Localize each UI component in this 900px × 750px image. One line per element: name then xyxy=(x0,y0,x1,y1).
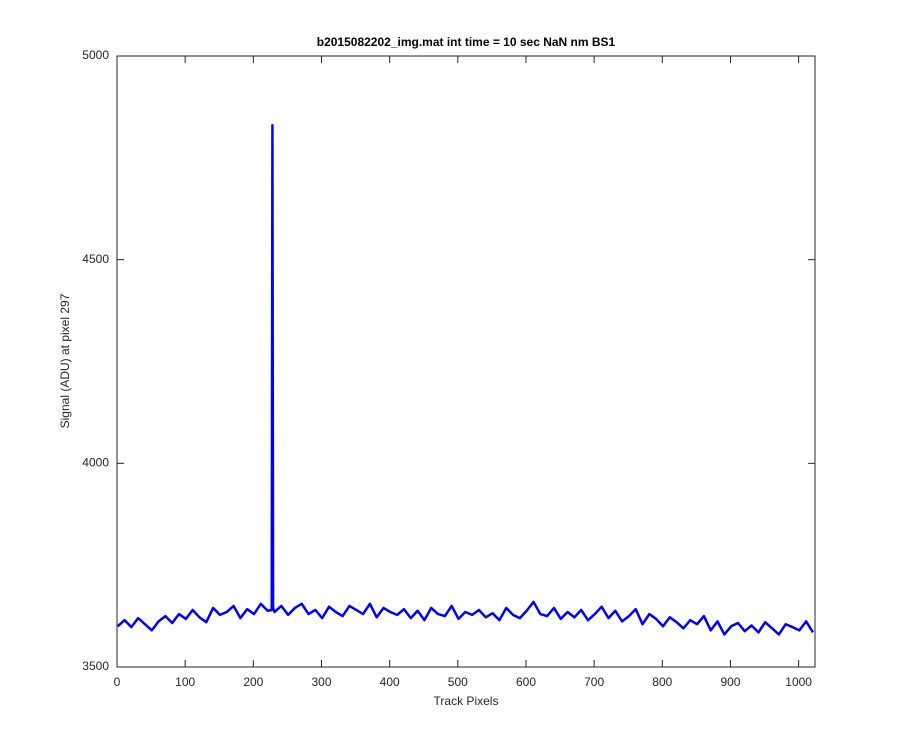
y-tick-label: 3500 xyxy=(82,659,109,673)
x-tick-label: 600 xyxy=(516,675,536,689)
x-tick-label: 200 xyxy=(243,675,263,689)
x-tick-label: 1000 xyxy=(785,675,812,689)
x-tick-label: 300 xyxy=(311,675,331,689)
x-tick-label: 100 xyxy=(175,675,195,689)
x-tick-label: 400 xyxy=(380,675,400,689)
x-tick-label: 500 xyxy=(448,675,468,689)
x-tick-label: 800 xyxy=(652,675,672,689)
x-axis-label: Track Pixels xyxy=(434,694,499,708)
y-tick-label: 5000 xyxy=(82,48,109,62)
chart-title: b2015082202_img.mat int time = 10 sec Na… xyxy=(317,35,616,49)
y-tick-label: 4000 xyxy=(82,456,109,470)
x-tick-label: 700 xyxy=(584,675,604,689)
y-axis-label: Signal (ADU) at pixel 297 xyxy=(58,293,72,428)
plot-frame xyxy=(116,55,816,668)
y-tick-label: 4500 xyxy=(82,252,109,266)
data-line xyxy=(116,123,815,636)
x-tick-label: 0 xyxy=(114,675,121,689)
x-tick-label: 900 xyxy=(720,675,740,689)
